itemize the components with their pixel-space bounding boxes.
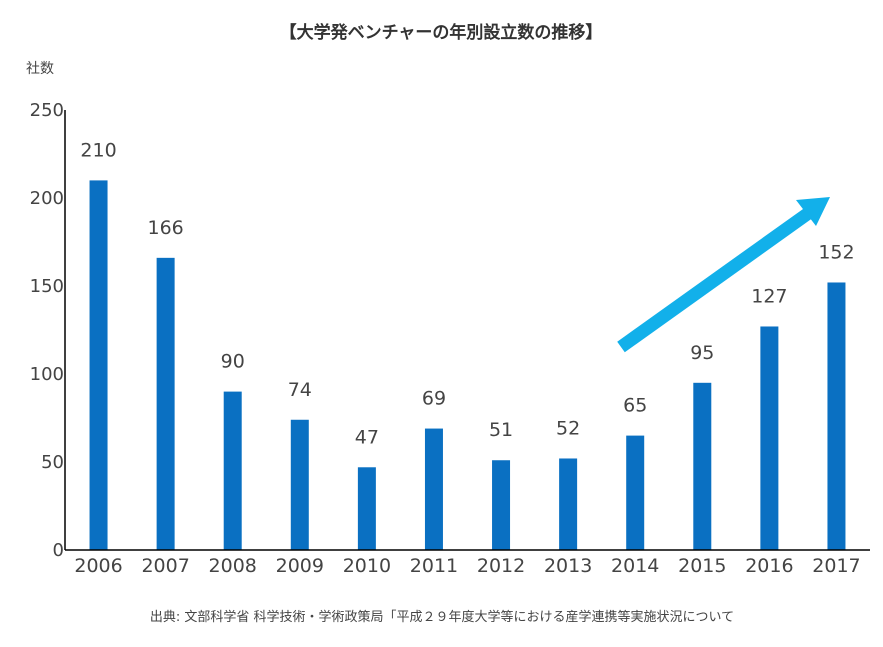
bar-2017 — [827, 282, 846, 550]
x-tick-label-2006: 2006 — [74, 555, 122, 577]
x-tick-label-2007: 2007 — [141, 555, 189, 577]
bar-2016 — [760, 326, 779, 550]
x-tick-label-2012: 2012 — [477, 555, 525, 577]
data-label-2014: 65 — [623, 395, 647, 417]
data-label-2007: 166 — [147, 217, 183, 239]
data-label-2006: 210 — [80, 139, 116, 161]
y-tick-label: 150 — [30, 276, 64, 297]
bars — [89, 180, 846, 550]
data-labels: 210 166 90 74 47 69 51 52 65 95 127 152 — [80, 139, 854, 448]
data-label-2013: 52 — [556, 417, 580, 439]
source-note: 出典: 文部科学省 科学技術・学術政策局「平成２９年度大学等における産学連携等実… — [150, 609, 734, 625]
y-axis-label: 社数 — [26, 61, 54, 77]
x-tick-label-2015: 2015 — [678, 555, 726, 577]
bar-2014 — [626, 435, 645, 550]
bar-2015 — [693, 382, 712, 550]
bar-2009 — [290, 419, 309, 550]
y-tick-label: 50 — [41, 452, 64, 473]
bar-2011 — [424, 428, 443, 550]
bar-2010 — [357, 467, 376, 550]
data-label-2012: 51 — [489, 419, 513, 441]
data-label-2016: 127 — [751, 285, 787, 307]
bar-2013 — [559, 458, 578, 550]
trend-arrow — [617, 197, 830, 353]
y-tick-label: 0 — [53, 540, 64, 561]
bar-2012 — [492, 460, 511, 550]
x-tick-label-2013: 2013 — [544, 555, 592, 577]
data-label-2017: 152 — [818, 241, 854, 263]
data-label-2008: 90 — [221, 351, 245, 373]
data-label-2015: 95 — [690, 342, 714, 364]
bar-2006 — [89, 180, 108, 550]
chart-title: 【大学発ベンチャーの年別設立数の推移】 — [280, 22, 603, 43]
bar-2008 — [223, 391, 242, 550]
data-label-2010: 47 — [355, 426, 379, 448]
x-tick-label-2014: 2014 — [611, 555, 659, 577]
trend-arrow-shaft — [617, 206, 814, 353]
y-axis-ticks: 0 50 100 150 200 250 — [30, 100, 64, 561]
data-label-2011: 69 — [422, 388, 446, 410]
x-tick-label-2016: 2016 — [745, 555, 793, 577]
x-tick-label-2011: 2011 — [410, 555, 458, 577]
data-label-2009: 74 — [288, 379, 312, 401]
x-tick-label-2009: 2009 — [276, 555, 324, 577]
x-tick-label-2017: 2017 — [812, 555, 860, 577]
x-axis-ticks: 2006 2007 2008 2009 2010 2011 2012 2013 2014 2015… — [74, 555, 860, 577]
trend-arrow-head — [796, 197, 830, 226]
y-tick-label: 200 — [30, 188, 64, 209]
bar-2007 — [156, 257, 175, 550]
x-tick-label-2008: 2008 — [209, 555, 257, 577]
y-tick-label: 250 — [30, 100, 64, 121]
x-tick-label-2010: 2010 — [343, 555, 391, 577]
y-tick-label: 100 — [30, 364, 64, 385]
